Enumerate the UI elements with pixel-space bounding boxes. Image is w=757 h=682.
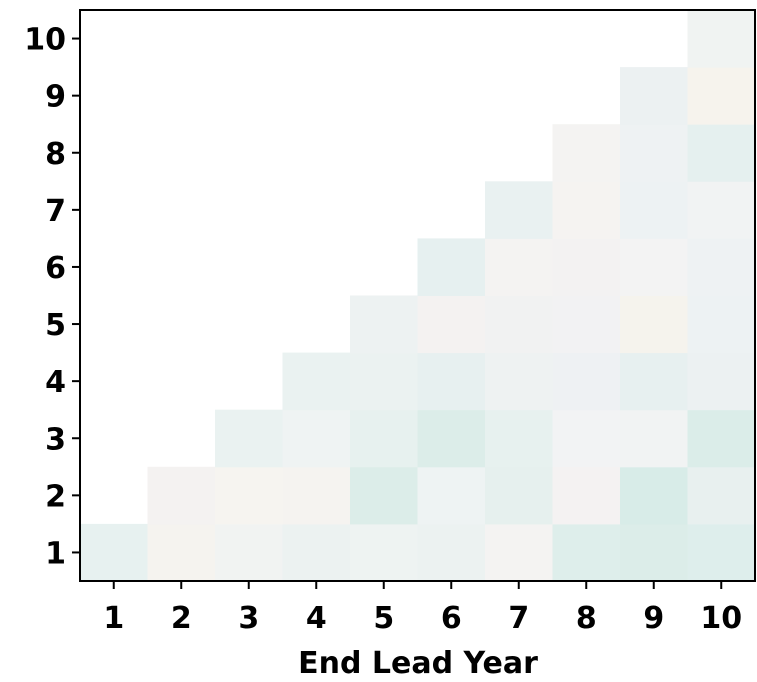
heatmap-cell-9-8 (620, 124, 688, 182)
heatmap-cell-5-4 (350, 352, 418, 411)
heatmap-cell-7-2 (485, 466, 553, 525)
heatmap-cell-8-1 (552, 523, 621, 582)
heatmap-cell-5-5 (350, 295, 418, 354)
heatmap-cell-7-5 (485, 295, 553, 354)
y-tick-label-1: 1 (45, 536, 66, 571)
heatmap-cell-5-2 (350, 466, 418, 525)
x-tick-label-9: 9 (643, 601, 664, 636)
heatmap-cell-3-1 (215, 523, 283, 582)
heatmap-cell-2-1 (147, 523, 216, 582)
heatmap-cell-5-3 (350, 409, 418, 468)
heatmap-cell-6-4 (417, 352, 486, 411)
heatmap-cell-9-5 (620, 295, 688, 354)
heatmap-cell-6-5 (417, 295, 486, 354)
heatmap-cell-3-3 (215, 409, 283, 468)
heatmap-cell-6-1 (417, 523, 486, 582)
heatmap-cell-7-7 (485, 181, 553, 239)
heatmap-cell-10-3 (687, 409, 756, 468)
heatmap-cell-10-1 (687, 523, 756, 582)
x-tick-label-8: 8 (576, 601, 597, 636)
heatmap-cell-9-9 (620, 67, 688, 125)
y-tick-label-2: 2 (45, 479, 66, 514)
x-tick-label-7: 7 (508, 601, 529, 636)
heatmap-cell-3-2 (215, 466, 283, 525)
y-tick-label-7: 7 (45, 194, 66, 229)
heatmap-cell-6-6 (417, 238, 486, 296)
heatmap-cell-9-4 (620, 352, 688, 411)
heatmap-cell-5-1 (350, 523, 418, 582)
x-tick-label-10: 10 (700, 601, 742, 636)
heatmap-cell-1-1 (80, 523, 148, 582)
heatmap-cell-4-4 (282, 352, 351, 411)
heatmap-cell-8-4 (552, 352, 621, 411)
x-tick-label-1: 1 (103, 601, 124, 636)
x-tick-label-2: 2 (171, 601, 192, 636)
heatmap-cell-9-1 (620, 523, 688, 582)
heatmap-cell-9-3 (620, 409, 688, 468)
plot-frame (79, 9, 756, 582)
heatmap-cell-4-1 (282, 523, 351, 582)
heatmap-cell-10-10 (687, 10, 756, 68)
heatmap-cell-10-6 (687, 238, 756, 296)
y-tick-label-6: 6 (45, 251, 66, 286)
y-tick-label-5: 5 (45, 308, 66, 343)
heatmap-cell-10-2 (687, 466, 756, 525)
y-tick-label-8: 8 (45, 137, 66, 172)
x-tick-label-3: 3 (238, 601, 259, 636)
heatmap-cell-10-7 (687, 181, 756, 239)
y-tick-label-4: 4 (45, 365, 66, 400)
heatmap-cell-7-3 (485, 409, 553, 468)
x-tick-label-5: 5 (373, 601, 394, 636)
heatmap-cell-4-2 (282, 466, 351, 525)
y-tick-label-10: 10 (24, 23, 66, 58)
x-tick-label-6: 6 (441, 601, 462, 636)
heatmap-cell-8-5 (552, 295, 621, 354)
heatmap-cell-7-4 (485, 352, 553, 411)
heatmap-cell-9-7 (620, 181, 688, 239)
heatmap-cell-10-9 (687, 67, 756, 125)
heatmap-cell-8-7 (552, 181, 621, 239)
heatmap-cell-7-1 (485, 523, 553, 582)
y-axis-ticks: 1 2 3 4 5 6 7 8 9 10 (24, 23, 80, 571)
heatmap-cell-9-6 (620, 238, 688, 296)
heatmap-cell-10-5 (687, 295, 756, 354)
heatmap-cell-9-2 (620, 466, 688, 525)
x-axis-ticks: 1 2 3 4 5 6 7 8 9 10 (103, 581, 742, 636)
heatmap-cell-10-8 (687, 124, 756, 182)
heatmap-cell-6-2 (417, 466, 486, 525)
y-tick-label-9: 9 (45, 80, 66, 115)
heatmap-cell-8-3 (552, 409, 621, 468)
heatmap-cell-8-6 (552, 238, 621, 296)
x-tick-label-4: 4 (306, 601, 327, 636)
heatmap-cell-10-4 (687, 352, 756, 411)
heatmap-cell-4-3 (282, 409, 351, 468)
heatmap-cell-2-2 (147, 466, 216, 525)
heatmap-cell-7-6 (485, 238, 553, 296)
y-tick-label-3: 3 (45, 422, 66, 457)
heatmap-cell-6-3 (417, 409, 486, 468)
heatmap-cell-8-8 (552, 124, 621, 182)
x-axis-title: End Lead Year (298, 646, 538, 681)
heatmap-cell-8-2 (552, 466, 621, 525)
heatmap-cells (80, 10, 756, 582)
